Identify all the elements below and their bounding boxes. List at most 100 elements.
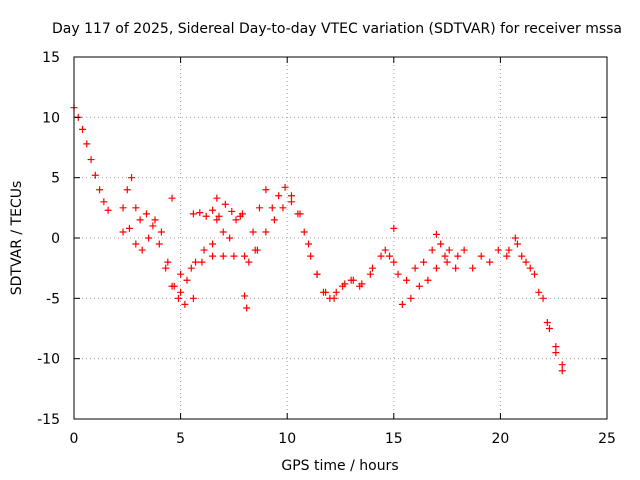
data-point [305, 240, 313, 248]
y-tick-label: -15 [37, 412, 60, 428]
series-track-B [119, 174, 197, 308]
data-point [287, 198, 295, 206]
data-point [347, 276, 355, 284]
data-point [558, 367, 566, 375]
data-point [441, 252, 449, 260]
series-track-I [368, 240, 462, 284]
data-point [356, 282, 364, 290]
data-point [209, 252, 217, 260]
data-point [539, 294, 547, 302]
data-point [394, 270, 402, 278]
data-point [155, 240, 163, 248]
data-point [83, 140, 91, 148]
data-point [189, 210, 197, 218]
data-point [96, 186, 104, 194]
data-point [424, 276, 432, 284]
data-point [136, 216, 144, 224]
data-point [535, 288, 543, 296]
data-point [390, 258, 398, 266]
data-point [262, 186, 270, 194]
ticks: 0 5 10 15 20 25 -15 -10 -5 0 5 10 15 [37, 50, 616, 447]
x-tick-label: 0 [70, 431, 79, 447]
data-point [313, 270, 321, 278]
data-point [177, 288, 185, 296]
data-point [279, 204, 287, 212]
data-point [307, 252, 315, 260]
data-point [132, 240, 140, 248]
data-point [104, 206, 112, 214]
data-point [454, 252, 462, 260]
data-point [469, 264, 477, 272]
data-point [236, 212, 244, 220]
data-point [123, 186, 131, 194]
data-point [243, 304, 251, 312]
data-point [138, 246, 146, 254]
x-tick-label: 15 [385, 431, 403, 447]
data-point [192, 258, 200, 266]
data-point [168, 194, 176, 202]
data-point [219, 252, 227, 260]
data-point [202, 212, 210, 220]
data-point [437, 240, 445, 248]
data-point [215, 212, 223, 220]
data-point [287, 192, 295, 200]
y-tick-label: 15 [42, 50, 60, 66]
data-point [522, 258, 530, 266]
data-point [505, 246, 513, 254]
data-point [198, 258, 206, 266]
y-tick-label: 10 [42, 110, 60, 126]
data-point [477, 252, 485, 260]
data-point [228, 207, 236, 215]
data-point [366, 270, 374, 278]
data-point [452, 264, 460, 272]
data-point [300, 228, 308, 236]
data-point [200, 246, 208, 254]
series-track-F [213, 210, 246, 242]
data-point [91, 171, 99, 179]
data-point [262, 228, 270, 236]
data-point [368, 264, 376, 272]
data-point [552, 349, 560, 357]
data-point [157, 228, 165, 236]
data-point [151, 216, 159, 224]
data-point [142, 210, 150, 218]
data-point [209, 240, 217, 248]
data-point [411, 264, 419, 272]
data-point [390, 224, 398, 232]
data-point [100, 198, 108, 206]
chart-title: Day 117 of 2025, Sidereal Day-to-day VTE… [52, 21, 622, 37]
data-point [403, 276, 411, 284]
data-point [322, 288, 330, 296]
data-point [232, 216, 240, 224]
data-point [330, 294, 338, 302]
data-point [332, 288, 340, 296]
y-tick-label: 0 [51, 231, 60, 247]
data-point [268, 204, 276, 212]
data-point [119, 204, 127, 212]
data-point [486, 258, 494, 266]
y-tick-label: -10 [37, 352, 60, 368]
data-point [432, 264, 440, 272]
data-point [275, 192, 283, 200]
data-point [545, 325, 553, 332]
data-point [241, 292, 249, 300]
data-point [253, 246, 261, 254]
series-track-C [119, 216, 217, 296]
series-track-L [505, 240, 566, 375]
data-point [245, 258, 253, 266]
data-point [249, 228, 257, 236]
data-point [445, 246, 453, 254]
x-tick-label: 25 [598, 431, 616, 447]
data-point [170, 282, 178, 290]
data-point [187, 264, 195, 272]
data-point [174, 294, 182, 302]
data-point [407, 294, 415, 302]
data-point [219, 228, 227, 236]
data-point [296, 210, 304, 218]
data-point [119, 228, 127, 236]
data-point [518, 252, 526, 260]
data-point [428, 246, 436, 254]
data-point [460, 246, 468, 254]
